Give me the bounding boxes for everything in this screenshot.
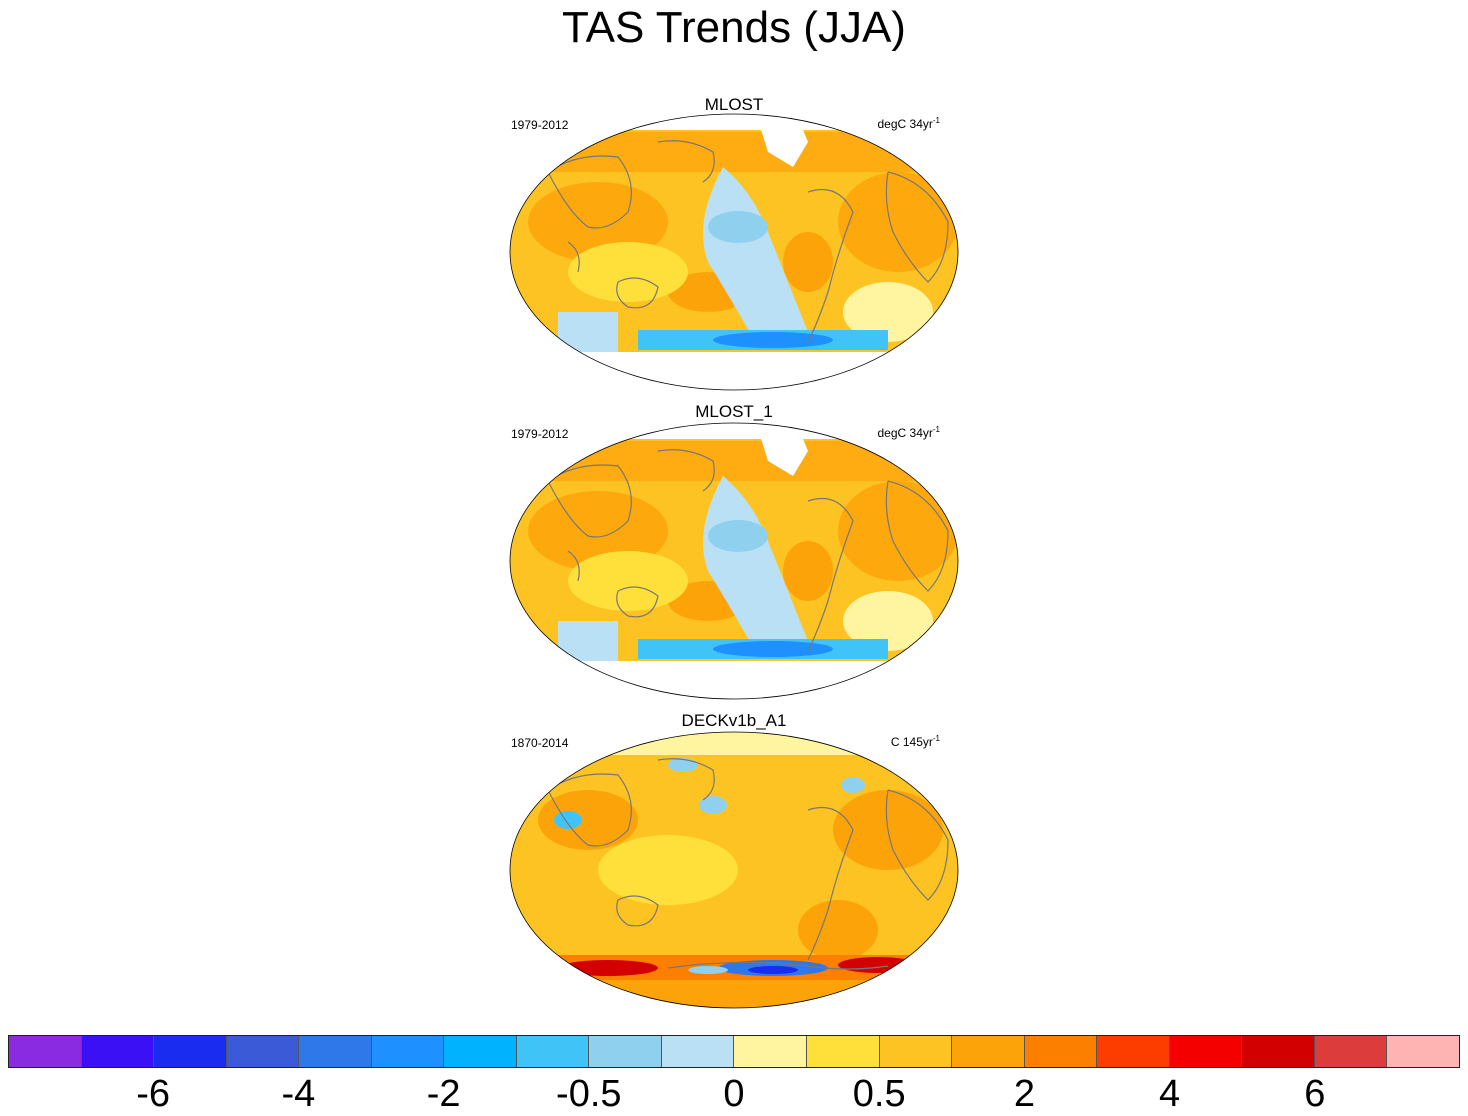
units-label-deckv1b-a1: C 145yr-1 bbox=[890, 734, 940, 749]
colorbar-cell bbox=[952, 1036, 1025, 1067]
colorbar-cell bbox=[154, 1036, 227, 1067]
colorbar-tick-label: 0.5 bbox=[852, 1073, 906, 1115]
colorbar-tick-label: -2 bbox=[426, 1073, 461, 1115]
trend-map-mlost-1 bbox=[509, 422, 959, 700]
colorbar-tick-label: -4 bbox=[281, 1073, 316, 1115]
colorbar-cell bbox=[81, 1036, 155, 1067]
colorbar-cell bbox=[1387, 1036, 1459, 1067]
colorbar-cell bbox=[516, 1036, 590, 1067]
colorbar-cell bbox=[1097, 1036, 1170, 1067]
colorbar-cell bbox=[807, 1036, 880, 1067]
colorbar-cell bbox=[371, 1036, 445, 1067]
colorbar-cell bbox=[1314, 1036, 1388, 1067]
colorbar-tick-label: 2 bbox=[1013, 1073, 1035, 1115]
period-label-mlost-1: 1979-2012 bbox=[511, 427, 569, 441]
colorbar-tick-label: 6 bbox=[1304, 1073, 1326, 1115]
colorbar-cell bbox=[444, 1036, 517, 1067]
colorbar-tick-label: -0.5 bbox=[556, 1073, 622, 1115]
colorbar-cell bbox=[879, 1036, 953, 1067]
colorbar-cell bbox=[1024, 1036, 1098, 1067]
period-label-mlost: 1979-2012 bbox=[511, 118, 569, 132]
colorbar-tick-label: -6 bbox=[136, 1073, 171, 1115]
panel-title-mlost-1: MLOST_1 bbox=[695, 402, 773, 421]
colorbar-cell bbox=[226, 1036, 300, 1067]
panel-title-deckv1b-a1: DECKv1b_A1 bbox=[681, 711, 787, 730]
trend-map-mlost bbox=[509, 113, 959, 391]
period-label-deckv1b-a1: 1870-2014 bbox=[511, 736, 569, 750]
colorbar-tick-label: 4 bbox=[1159, 1073, 1181, 1115]
figure-title: TAS Trends (JJA) bbox=[562, 3, 906, 52]
trend-map-deckv1b-a1 bbox=[509, 731, 959, 1009]
colorbar-cell bbox=[734, 1036, 808, 1067]
colorbar-cell bbox=[1169, 1036, 1243, 1067]
colorbar-cell bbox=[589, 1036, 662, 1067]
colorbar-cell bbox=[1242, 1036, 1315, 1067]
units-label-mlost: degC 34yr-1 bbox=[877, 116, 941, 131]
panel-title-mlost: MLOST bbox=[704, 95, 764, 114]
colorbar-cell bbox=[661, 1036, 735, 1067]
colorbar-tick-label: 0 bbox=[723, 1073, 745, 1115]
colorbar bbox=[8, 1035, 1460, 1068]
colorbar-cell bbox=[299, 1036, 372, 1067]
units-label-mlost-1: degC 34yr-1 bbox=[877, 425, 941, 440]
colorbar-cell bbox=[9, 1036, 82, 1067]
